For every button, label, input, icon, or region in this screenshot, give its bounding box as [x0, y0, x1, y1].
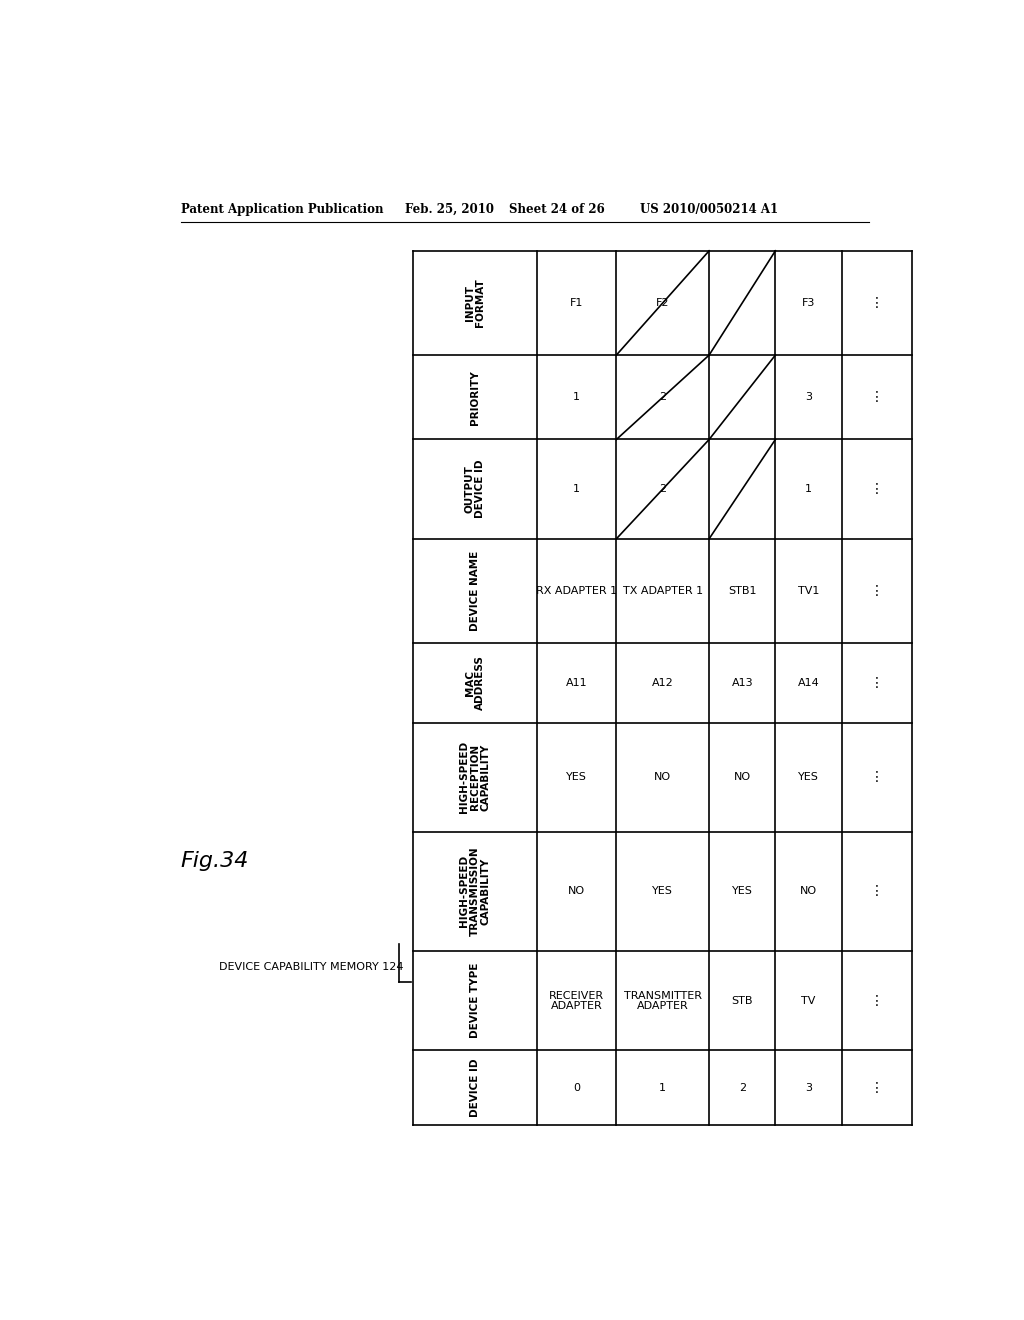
Text: ⋮: ⋮	[870, 994, 884, 1007]
Text: F2: F2	[656, 298, 670, 308]
Text: A11: A11	[566, 677, 588, 688]
Text: DEVICE ID: DEVICE ID	[470, 1059, 480, 1117]
Text: ⋮: ⋮	[870, 583, 884, 598]
Text: 1: 1	[573, 392, 581, 403]
Text: A12: A12	[652, 677, 674, 688]
Text: YES: YES	[798, 772, 819, 783]
Text: TRANSMITTER
ADAPTER: TRANSMITTER ADAPTER	[624, 990, 701, 1011]
Text: Feb. 25, 2010: Feb. 25, 2010	[406, 203, 495, 216]
Text: 2: 2	[659, 484, 667, 494]
Text: 1: 1	[573, 484, 581, 494]
Text: YES: YES	[732, 886, 753, 896]
Text: STB: STB	[731, 995, 753, 1006]
Text: 0: 0	[573, 1082, 581, 1093]
Text: YES: YES	[652, 886, 673, 896]
Text: YES: YES	[566, 772, 587, 783]
Text: Fig.34: Fig.34	[180, 851, 249, 871]
Text: A13: A13	[731, 677, 753, 688]
Text: TV: TV	[802, 995, 816, 1006]
Text: TV1: TV1	[798, 586, 819, 595]
Text: 3: 3	[805, 1082, 812, 1093]
Text: Sheet 24 of 26: Sheet 24 of 26	[509, 203, 605, 216]
Text: ⋮: ⋮	[870, 676, 884, 690]
Text: STB1: STB1	[728, 586, 757, 595]
Text: DEVICE TYPE: DEVICE TYPE	[470, 962, 480, 1039]
Text: Patent Application Publication: Patent Application Publication	[180, 203, 383, 216]
Text: DEVICE CAPABILITY MEMORY 124: DEVICE CAPABILITY MEMORY 124	[219, 962, 403, 972]
Text: RECEIVER
ADAPTER: RECEIVER ADAPTER	[549, 990, 604, 1011]
Text: OUTPUT
DEVICE ID: OUTPUT DEVICE ID	[465, 459, 485, 519]
Text: 1: 1	[659, 1082, 667, 1093]
Text: NO: NO	[800, 886, 817, 896]
Text: HIGH-SPEED
RECEPTION
CAPABILITY: HIGH-SPEED RECEPTION CAPABILITY	[459, 741, 490, 813]
Text: 3: 3	[805, 392, 812, 403]
Text: RX ADAPTER 1: RX ADAPTER 1	[536, 586, 617, 595]
Text: INPUT
FORMAT: INPUT FORMAT	[465, 279, 485, 327]
Text: DEVICE NAME: DEVICE NAME	[470, 550, 480, 631]
Text: F1: F1	[570, 298, 584, 308]
Text: HIGH-SPEED
TRANSMISSION
CAPABILITY: HIGH-SPEED TRANSMISSION CAPABILITY	[459, 846, 490, 936]
Text: ⋮: ⋮	[870, 296, 884, 310]
Text: MAC
ADDRESS: MAC ADDRESS	[465, 655, 485, 710]
Text: 2: 2	[659, 392, 667, 403]
Text: F3: F3	[802, 298, 815, 308]
Text: US 2010/0050214 A1: US 2010/0050214 A1	[640, 203, 777, 216]
Text: 2: 2	[738, 1082, 745, 1093]
Text: NO: NO	[733, 772, 751, 783]
Text: TX ADAPTER 1: TX ADAPTER 1	[623, 586, 702, 595]
Text: NO: NO	[654, 772, 672, 783]
Text: PRIORITY: PRIORITY	[470, 370, 480, 425]
Text: ⋮: ⋮	[870, 482, 884, 496]
Text: A14: A14	[798, 677, 819, 688]
Text: ⋮: ⋮	[870, 884, 884, 899]
Text: 1: 1	[805, 484, 812, 494]
Text: ⋮: ⋮	[870, 1081, 884, 1094]
Text: NO: NO	[568, 886, 585, 896]
Text: ⋮: ⋮	[870, 770, 884, 784]
Text: ⋮: ⋮	[870, 391, 884, 404]
